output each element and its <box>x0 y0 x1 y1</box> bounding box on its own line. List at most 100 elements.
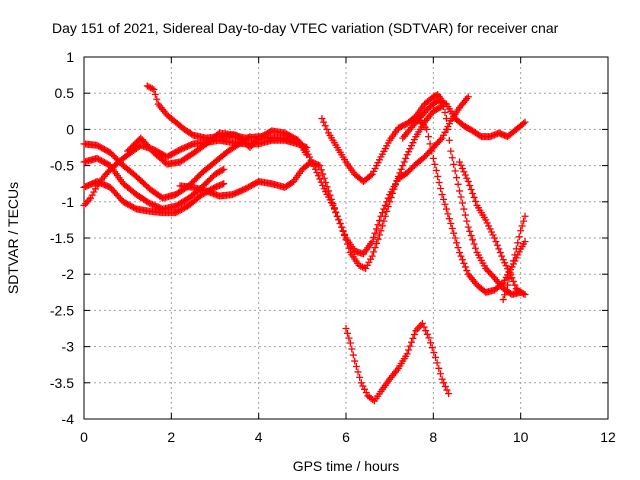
data-point <box>505 268 513 276</box>
data-point <box>454 180 462 188</box>
data-point <box>358 263 366 271</box>
data-point <box>325 187 333 195</box>
data-point <box>320 118 328 126</box>
data-point <box>437 185 445 193</box>
data-point <box>348 345 356 353</box>
data-point <box>409 334 417 342</box>
data-point <box>356 373 364 381</box>
data-point <box>333 212 341 220</box>
data-point <box>351 357 359 365</box>
data-point <box>521 118 529 126</box>
data-point <box>440 379 448 387</box>
data-point <box>363 261 371 269</box>
data-point <box>87 194 95 202</box>
y-tick-label: 0.5 <box>55 85 75 101</box>
data-point <box>464 223 472 231</box>
data-point <box>470 240 478 248</box>
data-point <box>150 86 158 94</box>
x-axis-label: GPS time / hours <box>293 458 400 474</box>
data-point <box>466 182 474 190</box>
data-point <box>493 241 501 249</box>
data-point <box>451 167 459 175</box>
data-point <box>521 212 529 220</box>
y-tick-label: -3.5 <box>50 375 74 391</box>
data-point <box>438 191 446 199</box>
data-point <box>218 166 226 174</box>
data-point <box>426 140 434 148</box>
data-point <box>329 200 337 208</box>
data-point <box>380 205 388 213</box>
data-point <box>314 172 322 180</box>
data-point <box>502 286 510 294</box>
data-point <box>453 174 461 182</box>
x-tick-label: 2 <box>167 429 175 445</box>
data-point <box>467 185 475 193</box>
data-point <box>469 189 477 197</box>
data-point <box>506 269 514 277</box>
data-point <box>427 339 435 347</box>
data-point <box>445 136 453 144</box>
x-tick-label: 6 <box>342 429 350 445</box>
data-point <box>375 231 383 239</box>
data-point <box>447 220 455 228</box>
data-point <box>410 331 418 339</box>
data-point <box>464 178 472 186</box>
data-point <box>361 385 369 393</box>
data-point <box>444 125 452 133</box>
data-point <box>466 227 474 235</box>
data-point <box>410 136 418 144</box>
data-point <box>482 216 490 224</box>
y-tick-label: -0.5 <box>50 158 74 174</box>
data-point <box>306 153 314 161</box>
data-point <box>517 288 525 296</box>
data-point <box>460 259 468 267</box>
data-point <box>332 208 340 216</box>
data-point <box>454 244 462 252</box>
series-track-m <box>342 319 453 405</box>
data-point <box>514 239 522 247</box>
data-point <box>403 151 411 159</box>
data-point <box>448 154 456 162</box>
data-point <box>520 217 528 225</box>
data-point <box>438 375 446 383</box>
data-point <box>373 225 381 233</box>
data-point <box>450 229 458 237</box>
data-point <box>339 227 347 235</box>
data-point <box>424 133 432 141</box>
data-point <box>453 239 461 247</box>
data-point <box>378 222 386 230</box>
data-point <box>336 220 344 228</box>
data-point <box>420 323 428 331</box>
data-point <box>354 368 362 376</box>
data-point <box>442 115 450 123</box>
data-point <box>430 349 438 357</box>
data-point <box>316 175 324 183</box>
data-point <box>508 263 516 271</box>
data-point <box>428 147 436 155</box>
data-point <box>375 217 383 225</box>
data-point <box>313 168 321 176</box>
data-point <box>499 296 507 304</box>
data-point <box>327 195 335 203</box>
data-point <box>517 227 525 235</box>
data-point <box>458 256 466 264</box>
data-point <box>461 263 469 271</box>
data-point <box>304 150 312 158</box>
data-point <box>359 382 367 390</box>
data-point <box>397 165 405 173</box>
series-track-i <box>399 96 529 142</box>
x-tick-label: 0 <box>80 429 88 445</box>
data-point <box>509 277 517 285</box>
data-point <box>371 244 379 252</box>
data-point <box>521 290 529 298</box>
axis-ticks: 0 2 4 6 8 10 12 1 0.5 0 -0.5 -1 -1.5 -2 -2.5 -3 -3.5 -4 <box>50 49 616 445</box>
data-point <box>330 204 338 212</box>
data-point <box>443 386 451 394</box>
data-point <box>316 162 324 170</box>
data-point <box>437 136 445 144</box>
data-point <box>362 264 370 272</box>
data-point <box>485 222 493 230</box>
data-point <box>368 238 376 246</box>
data-point <box>367 255 375 263</box>
